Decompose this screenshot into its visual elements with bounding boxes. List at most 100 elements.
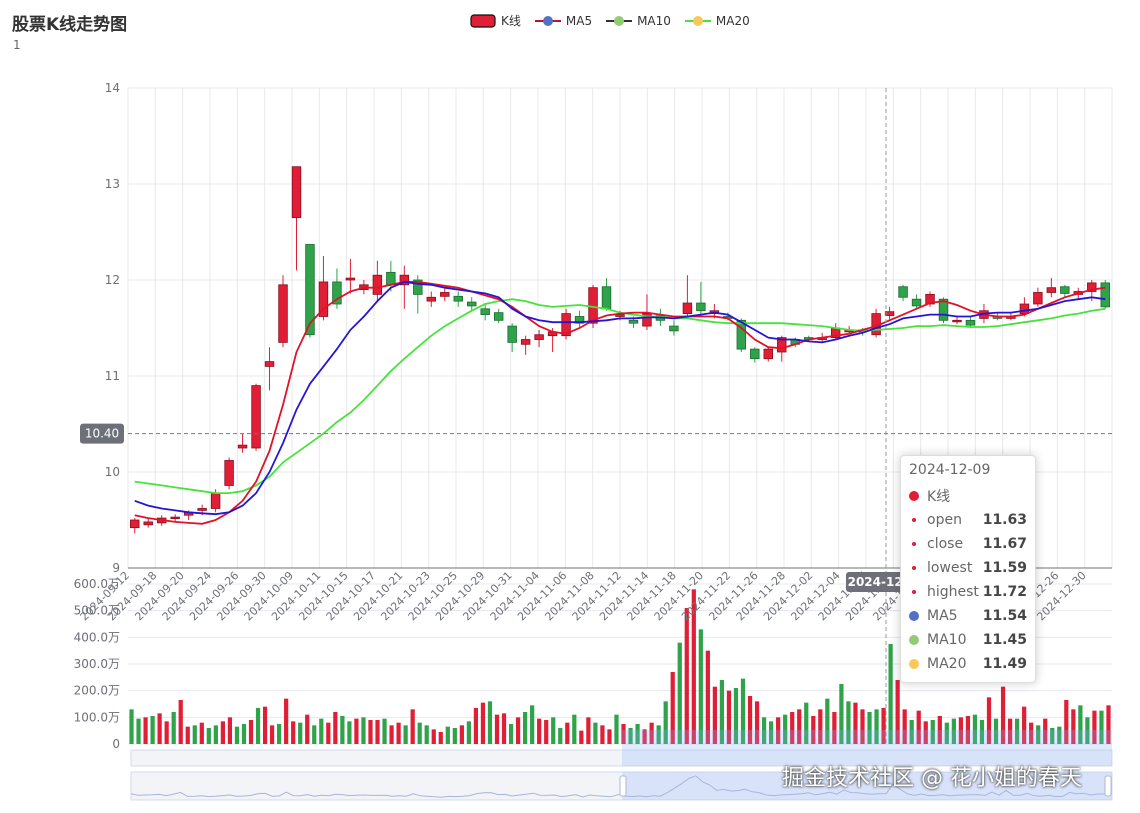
volume-tick-label: 500.0万 (74, 604, 120, 618)
price-tick-label: 9 (112, 561, 120, 575)
volume-bar (937, 716, 942, 744)
volume-bar (804, 702, 809, 744)
legend-label: MA20 (715, 13, 750, 28)
ma10-legend-icon (606, 15, 633, 26)
ma5-dot-icon (909, 611, 919, 621)
candle-body (1087, 282, 1097, 292)
legend-item-ma10[interactable]: MA10 (606, 12, 671, 29)
volume-bar (501, 713, 507, 744)
volume-bar (790, 712, 795, 744)
volume-bar (979, 720, 985, 744)
candle-body (642, 313, 652, 327)
volume-bar (565, 722, 570, 744)
volume-bar (733, 688, 739, 744)
bullet-icon (912, 566, 916, 570)
volume-bar (340, 716, 345, 744)
candle-body (561, 313, 571, 337)
volume-bar (818, 709, 823, 744)
volume-bar (361, 717, 366, 744)
zoom-selection-bottom (622, 772, 1112, 800)
volume-bar (326, 722, 331, 744)
volume-bar (1078, 705, 1083, 744)
volume-bar (382, 718, 387, 744)
volume-bar (1036, 725, 1041, 744)
volume-bar (199, 722, 204, 744)
volume-bar (635, 724, 640, 744)
volume-bar (726, 690, 732, 744)
volume-bar (164, 721, 169, 744)
volume-bar (1057, 726, 1062, 744)
candle-body (237, 444, 248, 449)
volume-bar (445, 726, 450, 744)
volume-bar (1071, 709, 1076, 744)
volume-bar (811, 716, 816, 744)
data-zoom-slider[interactable] (130, 730, 1113, 801)
zoom-track-top (130, 749, 1113, 767)
tooltip-date: 2024-12-09 (909, 462, 991, 478)
volume-bar (972, 714, 978, 744)
volume-bar (1043, 718, 1048, 744)
volume-bar (579, 730, 584, 744)
tooltip-row-lowest: lowest 11.59 (909, 556, 1027, 580)
legend-item-kline[interactable]: K线 (470, 12, 521, 29)
tooltip-label: lowest (927, 560, 973, 576)
candle-body (197, 508, 207, 511)
legend-item-ma5[interactable]: MA5 (534, 12, 592, 29)
price-tick-label: 13 (105, 177, 120, 191)
volume-bar (747, 696, 753, 744)
tooltip-label: MA5 (927, 608, 958, 624)
tooltip-label: MA10 (927, 632, 967, 648)
volume-bar (902, 709, 907, 744)
volume-bar (1015, 718, 1020, 744)
candle-body (493, 312, 504, 321)
volume-bar (930, 720, 935, 744)
tooltip-value: 11.63 (982, 512, 1027, 528)
volume-bar (143, 717, 148, 744)
candle-body (413, 279, 423, 295)
bullet-icon (912, 518, 916, 522)
legend-item-ma20[interactable]: MA20 (684, 12, 750, 29)
volume-bar (473, 708, 479, 744)
candle-body (170, 516, 180, 520)
volume-bars (129, 589, 1111, 744)
bullet-icon (912, 542, 916, 546)
volume-bar (417, 722, 422, 744)
volume-tick-label: 100.0万 (74, 710, 120, 724)
candle-body (736, 319, 747, 350)
volume-bar (466, 721, 471, 744)
volume-bar (136, 718, 141, 744)
candle-body (1033, 292, 1043, 305)
volume-bar (291, 721, 296, 744)
volume-bar (776, 717, 781, 744)
tooltip-value: 11.54 (982, 608, 1027, 624)
volume-bar (607, 729, 612, 744)
volume-bar (951, 718, 956, 744)
volume-bar (298, 722, 303, 744)
volume-bar (986, 697, 992, 744)
candle-body (1019, 303, 1030, 315)
volume-bar (754, 701, 760, 744)
volume-bar (424, 725, 429, 744)
candle-body (210, 492, 221, 509)
volume-tick-label: 200.0万 (74, 684, 120, 698)
tooltip-value: 11.59 (982, 560, 1027, 576)
volume-bar (269, 725, 275, 744)
volume-bar (1000, 686, 1006, 744)
volume-bar (1050, 728, 1055, 744)
volume-bar (508, 724, 514, 744)
kline-dot-icon (909, 491, 919, 501)
tooltip: 2024-12-09 K线 open 11.63 close 11.67 low… (900, 455, 1036, 683)
volume-bar (178, 700, 183, 744)
volume-bar (769, 721, 774, 744)
volume-bar (572, 714, 577, 744)
volume-bar (1064, 700, 1069, 744)
volume-bar (480, 702, 486, 744)
price-tick-label: 10 (105, 465, 120, 479)
candle-body (669, 325, 679, 332)
volume-bar (368, 720, 373, 744)
candle-body (884, 311, 895, 316)
legend-label: K线 (501, 14, 521, 28)
volume-bar (860, 709, 865, 744)
candle-body (480, 308, 490, 315)
